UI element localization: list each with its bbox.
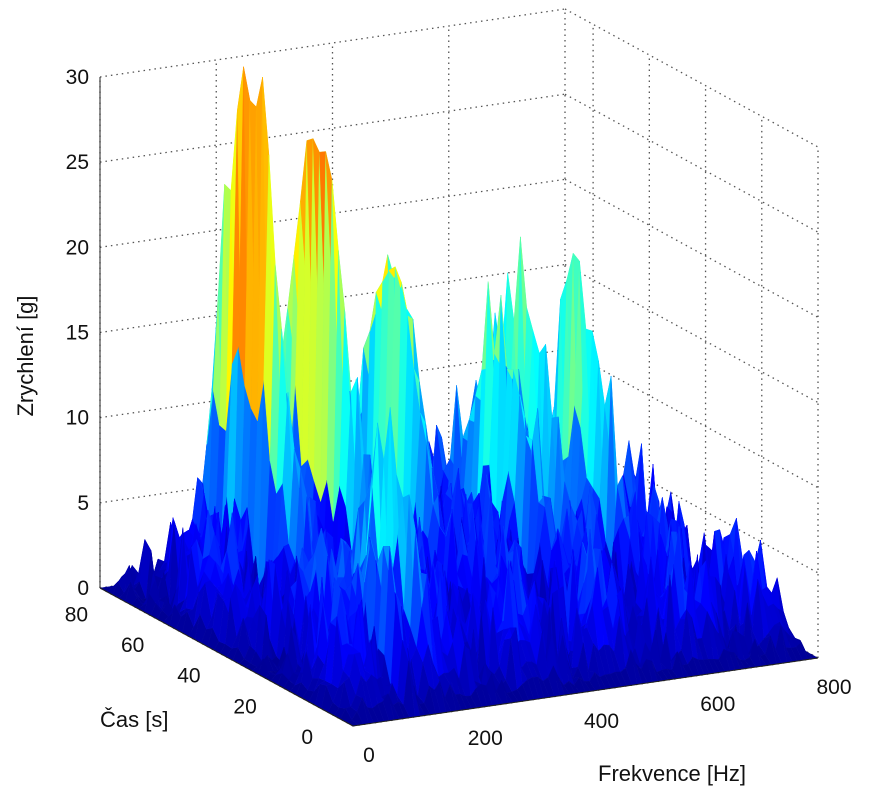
axes-box: [99, 77, 819, 727]
x-tick-label: 0: [363, 744, 375, 767]
x-tick-label: 600: [700, 693, 735, 716]
gridline-z: [564, 178, 819, 318]
x-tick-label: 400: [584, 710, 619, 733]
x-tick-label: 800: [816, 676, 851, 699]
gridline-z: [99, 8, 566, 78]
x-axis-line: [352, 657, 819, 727]
y-axis-line: [99, 587, 354, 727]
y-tick-label: 0: [301, 726, 313, 749]
gridline-z: [564, 263, 819, 404]
z-tick-label: 10: [66, 407, 89, 430]
gridline-z: [564, 349, 819, 489]
y-tick-label: 40: [177, 665, 200, 688]
x-tick-label: 200: [468, 727, 503, 750]
y-tick-label: 20: [233, 695, 256, 718]
gridline-z: [564, 8, 819, 148]
z-tick-label: 5: [77, 492, 89, 515]
y-axis-label: Čas [s]: [100, 707, 168, 732]
gridline-z: [564, 434, 819, 574]
x-axis-label: Frekvence [Hz]: [598, 761, 746, 786]
z-axis-label: Zrychlení [g]: [13, 295, 38, 416]
gridline-z: [99, 178, 566, 248]
y-tick-label: 60: [121, 634, 144, 657]
gridline-z: [99, 263, 566, 334]
z-tick-label: 0: [77, 577, 89, 600]
z-tick-label: 30: [66, 66, 89, 89]
gridline-z: [99, 93, 566, 163]
surface-plot: [99, 66, 819, 727]
z-tick-label: 20: [66, 236, 89, 259]
y-tick-label: 80: [65, 603, 88, 626]
z-tick-label: 15: [66, 322, 89, 345]
gridline-z: [564, 93, 819, 233]
z-tick-label: 25: [66, 151, 89, 174]
